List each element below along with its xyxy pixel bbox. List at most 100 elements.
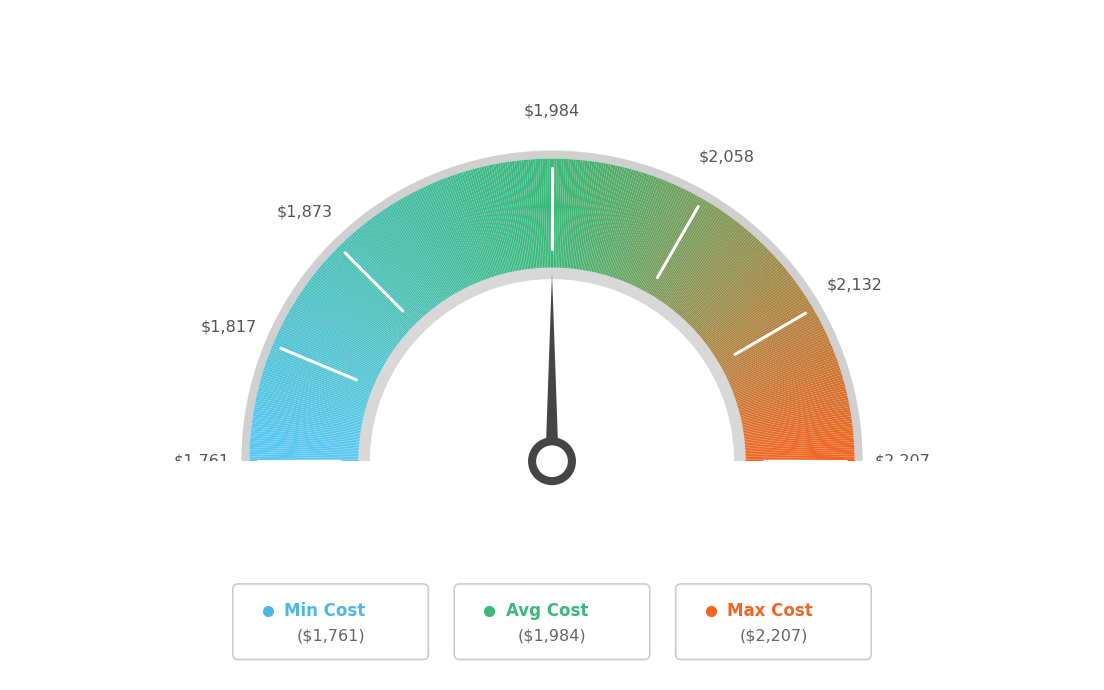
Wedge shape xyxy=(740,395,848,421)
Wedge shape xyxy=(526,159,537,270)
Wedge shape xyxy=(714,299,809,359)
Wedge shape xyxy=(370,279,734,643)
Wedge shape xyxy=(730,348,834,391)
Wedge shape xyxy=(258,388,365,417)
FancyBboxPatch shape xyxy=(676,584,871,660)
Wedge shape xyxy=(577,161,595,271)
Wedge shape xyxy=(310,277,400,346)
Wedge shape xyxy=(250,454,360,458)
Wedge shape xyxy=(325,259,410,335)
Wedge shape xyxy=(350,235,425,318)
Wedge shape xyxy=(278,331,379,380)
Wedge shape xyxy=(555,159,559,269)
Wedge shape xyxy=(742,419,852,435)
Wedge shape xyxy=(264,368,370,404)
Wedge shape xyxy=(531,159,540,270)
Wedge shape xyxy=(744,447,854,454)
Wedge shape xyxy=(548,159,551,269)
Wedge shape xyxy=(264,366,370,402)
Wedge shape xyxy=(736,377,843,409)
Wedge shape xyxy=(743,426,852,440)
Wedge shape xyxy=(262,373,369,406)
Wedge shape xyxy=(675,228,746,315)
Wedge shape xyxy=(252,423,362,439)
Wedge shape xyxy=(388,206,449,300)
Wedge shape xyxy=(250,447,360,454)
Wedge shape xyxy=(609,172,646,279)
Wedge shape xyxy=(447,177,487,282)
Wedge shape xyxy=(421,188,470,288)
Text: ($2,207): ($2,207) xyxy=(740,629,808,643)
Wedge shape xyxy=(396,201,455,297)
Wedge shape xyxy=(496,164,518,273)
Wedge shape xyxy=(691,253,773,330)
Wedge shape xyxy=(737,386,846,415)
Wedge shape xyxy=(289,309,386,366)
Wedge shape xyxy=(733,361,838,399)
Wedge shape xyxy=(363,224,433,311)
Wedge shape xyxy=(683,241,761,322)
Wedge shape xyxy=(454,174,491,279)
Wedge shape xyxy=(654,204,714,299)
Wedge shape xyxy=(737,384,845,413)
Wedge shape xyxy=(641,194,696,293)
Wedge shape xyxy=(666,218,734,308)
Wedge shape xyxy=(267,357,372,396)
Wedge shape xyxy=(306,284,396,350)
Wedge shape xyxy=(266,359,371,397)
Wedge shape xyxy=(317,268,404,340)
Wedge shape xyxy=(697,263,782,337)
Wedge shape xyxy=(330,254,412,331)
Wedge shape xyxy=(438,180,481,284)
Wedge shape xyxy=(517,161,531,270)
Wedge shape xyxy=(493,164,516,273)
Wedge shape xyxy=(269,352,373,393)
Wedge shape xyxy=(712,295,806,357)
Wedge shape xyxy=(586,164,608,273)
Wedge shape xyxy=(722,319,820,373)
Text: Max Cost: Max Cost xyxy=(728,602,813,620)
Wedge shape xyxy=(341,242,420,324)
Wedge shape xyxy=(729,341,830,386)
Wedge shape xyxy=(250,457,360,460)
Wedge shape xyxy=(657,208,720,302)
Wedge shape xyxy=(432,183,477,285)
Wedge shape xyxy=(316,270,403,342)
Wedge shape xyxy=(374,215,440,306)
Wedge shape xyxy=(384,208,447,302)
Wedge shape xyxy=(728,339,830,385)
Wedge shape xyxy=(445,177,486,282)
Wedge shape xyxy=(250,440,361,449)
Wedge shape xyxy=(743,433,853,444)
Wedge shape xyxy=(656,207,718,301)
Wedge shape xyxy=(465,170,499,277)
Wedge shape xyxy=(604,170,636,277)
Wedge shape xyxy=(283,322,382,374)
Wedge shape xyxy=(301,289,394,353)
Wedge shape xyxy=(668,221,737,310)
Wedge shape xyxy=(364,222,434,310)
Wedge shape xyxy=(294,301,390,361)
Wedge shape xyxy=(521,160,534,270)
Wedge shape xyxy=(634,188,683,288)
Wedge shape xyxy=(258,386,367,415)
Wedge shape xyxy=(649,201,708,297)
Wedge shape xyxy=(628,184,675,286)
Wedge shape xyxy=(253,411,363,431)
Wedge shape xyxy=(734,368,840,404)
Wedge shape xyxy=(259,384,367,413)
Wedge shape xyxy=(505,162,523,272)
Wedge shape xyxy=(704,277,794,346)
Wedge shape xyxy=(576,161,592,271)
Wedge shape xyxy=(647,199,704,295)
Wedge shape xyxy=(673,226,745,313)
Wedge shape xyxy=(584,163,604,273)
Wedge shape xyxy=(710,289,803,353)
Wedge shape xyxy=(718,307,814,365)
Wedge shape xyxy=(268,354,372,395)
Wedge shape xyxy=(261,379,368,411)
Wedge shape xyxy=(242,150,862,461)
Wedge shape xyxy=(252,419,362,435)
Wedge shape xyxy=(311,276,401,345)
Wedge shape xyxy=(662,214,728,305)
